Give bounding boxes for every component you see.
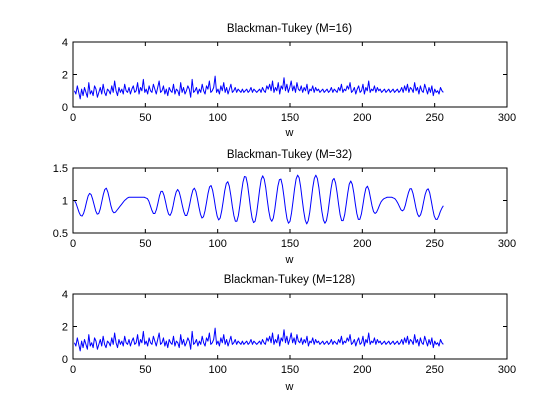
x-tick-label: 300 [498, 364, 516, 376]
y-axis-ticks: 0 2 4 [62, 289, 507, 366]
subplot-title: Blackman-Tukey (M=16) [227, 23, 352, 35]
subplot-1: Blackman-Tukey (M=16) 0 50 100 150 200 250 300… [62, 23, 516, 139]
x-tick-label: 0 [70, 112, 76, 124]
y-tick-label: 1 [62, 196, 68, 208]
series-line [73, 75, 444, 100]
series-line [74, 174, 444, 225]
x-tick-label: 0 [70, 364, 76, 376]
y-tick-label: 4 [62, 37, 68, 49]
x-tick-label: 50 [139, 364, 151, 376]
axes-box [72, 293, 508, 360]
x-axis-ticks: 0 50 100 150 200 250 300 [70, 42, 516, 124]
x-axis-ticks: 0 50 100 150 200 250 300 [70, 168, 516, 250]
subplot-3: Blackman-Tukey (M=128) 0 50 100 150 200 250 30… [62, 274, 516, 393]
y-axis-ticks: 0.5 1 1.5 [53, 163, 507, 240]
x-tick-label: 150 [281, 112, 299, 124]
x-tick-label: 100 [208, 112, 226, 124]
series-line [73, 327, 444, 352]
x-tick-label: 200 [353, 112, 371, 124]
y-tick-label: 2 [62, 70, 68, 82]
x-tick-label: 150 [281, 238, 299, 250]
x-axis-label: w [285, 127, 294, 139]
x-tick-label: 250 [425, 238, 443, 250]
y-axis-ticks: 0 2 4 [62, 37, 507, 114]
x-axis-label: w [285, 254, 294, 266]
x-tick-label: 250 [425, 112, 443, 124]
x-tick-label: 100 [208, 238, 226, 250]
x-tick-label: 200 [353, 238, 371, 250]
line-series-group [74, 174, 444, 225]
axes-box [72, 41, 508, 108]
y-tick-label: 2 [62, 322, 68, 334]
x-tick-label: 50 [139, 112, 151, 124]
x-tick-label: 200 [353, 364, 371, 376]
x-tick-label: 0 [70, 238, 76, 250]
x-tick-label: 300 [498, 112, 516, 124]
line-series-group [73, 327, 444, 352]
subplot-title: Blackman-Tukey (M=32) [227, 149, 352, 161]
axes-box [72, 167, 508, 234]
y-tick-label: 0.5 [53, 228, 68, 240]
x-axis-label: w [285, 381, 294, 393]
x-axis-ticks: 0 50 100 150 200 250 300 [70, 294, 516, 376]
line-series-group [73, 75, 444, 100]
y-tick-label: 1.5 [53, 163, 68, 175]
y-tick-label: 0 [62, 354, 68, 366]
y-tick-label: 0 [62, 102, 68, 114]
x-tick-label: 100 [208, 364, 226, 376]
x-tick-label: 150 [281, 364, 299, 376]
subplot-title: Blackman-Tukey (M=128) [224, 274, 356, 286]
subplot-2: Blackman-Tukey (M=32) 0 50 100 150 200 250 300… [53, 149, 516, 266]
y-tick-label: 4 [62, 289, 68, 301]
x-tick-label: 300 [498, 238, 516, 250]
x-tick-label: 250 [425, 364, 443, 376]
x-tick-label: 50 [139, 238, 151, 250]
